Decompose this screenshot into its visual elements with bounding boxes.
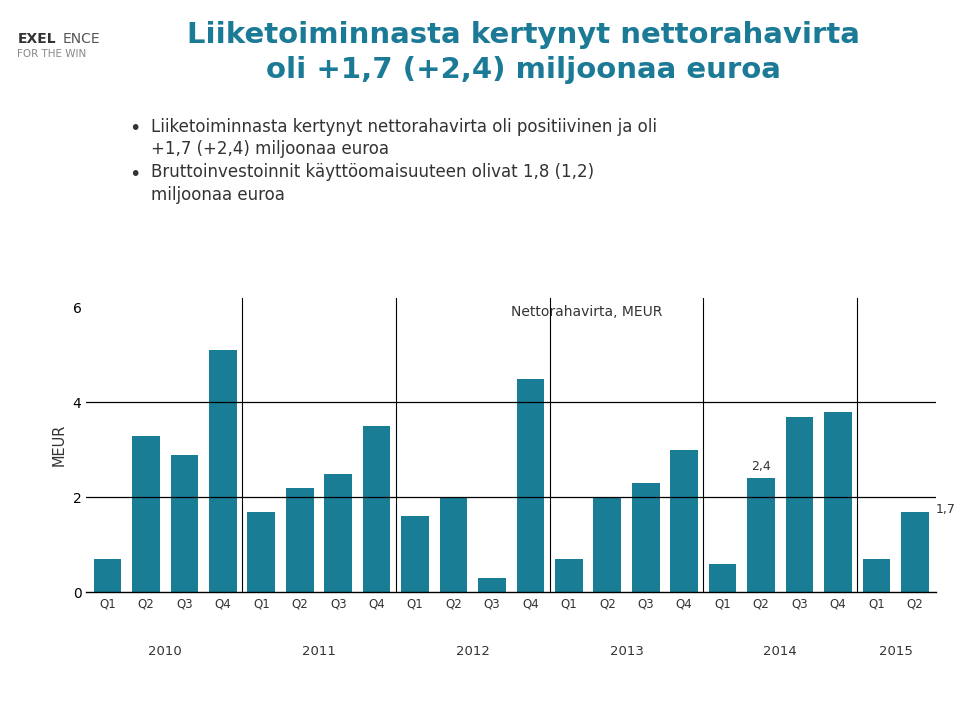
Text: Nettorahavirta, MEUR: Nettorahavirta, MEUR xyxy=(511,306,662,319)
Bar xyxy=(785,416,813,592)
Text: Liiketoiminnasta kertynyt nettorahavirta: Liiketoiminnasta kertynyt nettorahavirta xyxy=(187,21,859,49)
Text: FOR THE WIN: FOR THE WIN xyxy=(17,49,86,59)
Text: •: • xyxy=(130,119,141,138)
Text: Bruttoinvestoinnit käyttöomaisuuteen olivat 1,8 (1,2): Bruttoinvestoinnit käyttöomaisuuteen oli… xyxy=(151,163,594,182)
Text: 2011: 2011 xyxy=(302,646,336,658)
Bar xyxy=(516,379,544,592)
Bar xyxy=(632,483,660,592)
Bar xyxy=(401,517,429,592)
Bar xyxy=(171,455,199,592)
Bar xyxy=(209,350,237,592)
Text: oli +1,7 (+2,4) miljoonaa euroa: oli +1,7 (+2,4) miljoonaa euroa xyxy=(266,56,780,84)
Bar xyxy=(593,498,621,592)
Text: ENCE: ENCE xyxy=(62,32,100,46)
Bar xyxy=(248,512,276,592)
Bar xyxy=(132,435,159,592)
Bar xyxy=(363,426,391,592)
Bar xyxy=(824,412,852,592)
Bar xyxy=(324,474,352,592)
Bar xyxy=(747,478,775,592)
Y-axis label: MEUR: MEUR xyxy=(52,424,67,466)
Bar xyxy=(94,559,121,592)
Bar xyxy=(863,559,890,592)
Text: 2015: 2015 xyxy=(878,646,913,658)
Text: 1,7: 1,7 xyxy=(936,503,956,516)
Bar xyxy=(555,559,583,592)
Text: 2013: 2013 xyxy=(610,646,643,658)
Text: •: • xyxy=(130,165,141,184)
Bar xyxy=(478,578,506,592)
Text: Liiketoiminnasta kertynyt nettorahavirta oli positiivinen ja oli: Liiketoiminnasta kertynyt nettorahavirta… xyxy=(151,118,657,136)
Text: 2014: 2014 xyxy=(763,646,797,658)
Text: +1,7 (+2,4) miljoonaa euroa: +1,7 (+2,4) miljoonaa euroa xyxy=(151,140,389,158)
Bar xyxy=(901,512,928,592)
Text: Exel Composites Oyj: Exel Composites Oyj xyxy=(17,669,174,685)
Text: 12: 12 xyxy=(924,669,943,685)
Bar xyxy=(286,488,314,592)
Text: 2012: 2012 xyxy=(456,646,490,658)
Bar xyxy=(670,450,698,592)
Text: miljoonaa euroa: miljoonaa euroa xyxy=(151,186,284,204)
Bar xyxy=(440,498,468,592)
Text: EXEL: EXEL xyxy=(17,32,56,46)
Text: 2,4: 2,4 xyxy=(752,460,771,472)
Text: 2010: 2010 xyxy=(149,646,182,658)
Bar xyxy=(708,564,736,592)
